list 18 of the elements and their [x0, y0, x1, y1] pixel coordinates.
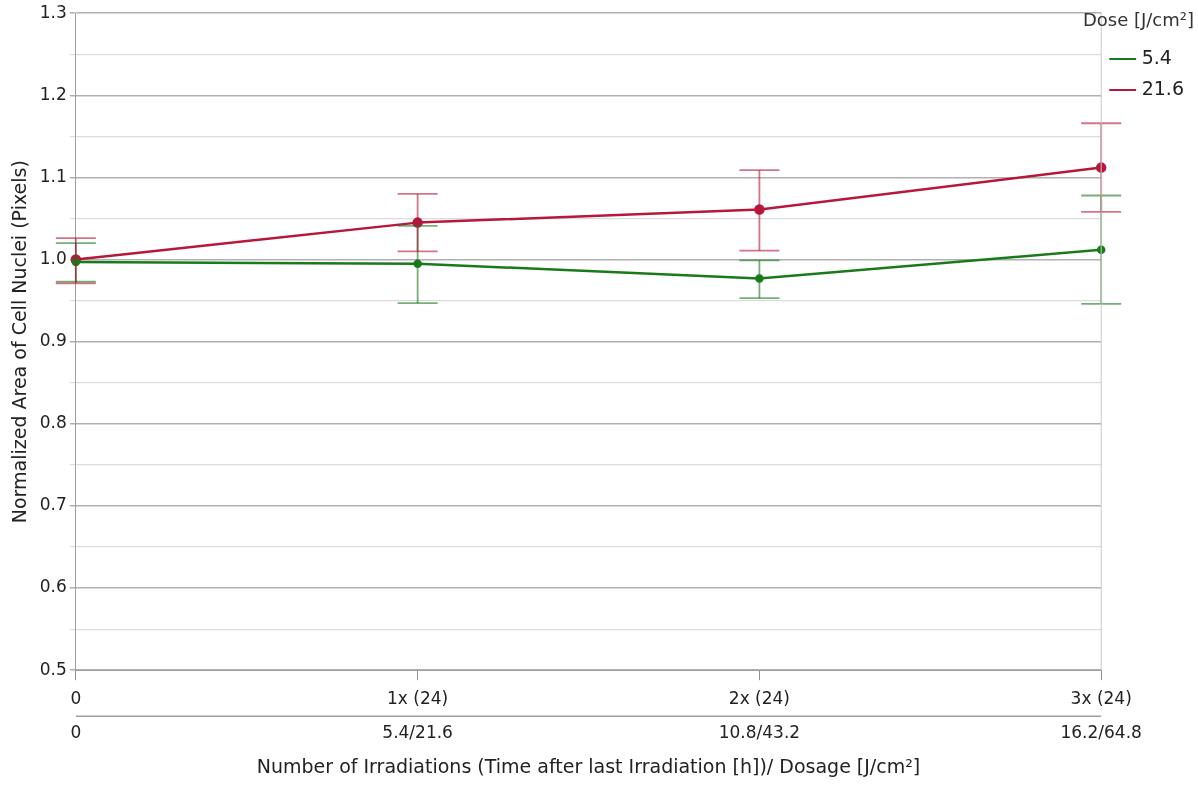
x-tick-label: 2x (24) 10.8/43.2 — [718, 687, 801, 742]
x-tick-label: 0 0 — [70, 687, 82, 742]
legend-label: 21.6 — [1141, 77, 1185, 100]
legend-title: Dose [J/cm²] — [1082, 8, 1194, 30]
x-tick-label: 1x (24) 5.4/21.6 — [382, 687, 453, 742]
x-tick-label: 3x (24) 16.2/64.8 — [1060, 687, 1142, 742]
y-axis-title: Normalized Area of Cell Nuclei (Pixels) — [8, 160, 31, 524]
x-axis-title: Number of Irradiations (Time after last Irradiation [h])/ Dosage [J/cm²] — [256, 754, 921, 777]
y-tick-label: 1.0 — [39, 248, 67, 268]
legend-label: 5.4 — [1141, 46, 1172, 69]
y-tick-label: 0.8 — [39, 412, 67, 433]
y-tick-label: 1.1 — [39, 165, 67, 186]
y-tick-label: 0.7 — [39, 494, 67, 515]
y-tick-label: 1.3 — [39, 1, 67, 22]
y-tick-label: 1.2 — [39, 83, 67, 104]
y-tick-label: 0.9 — [39, 330, 67, 351]
y-tick-label: 0.5 — [39, 658, 67, 679]
y-tick-label: 0.6 — [39, 576, 67, 597]
